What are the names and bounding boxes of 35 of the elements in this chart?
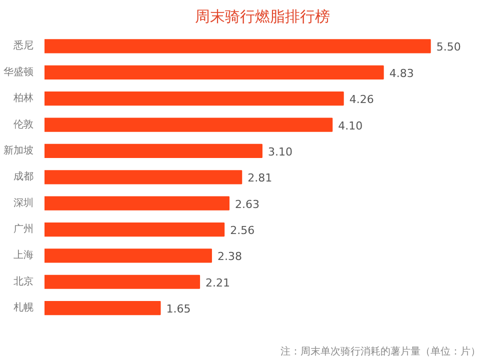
y-tick-label: 伦敦: [14, 118, 34, 130]
bar: [44, 92, 344, 106]
data-label: 2.63: [235, 198, 260, 211]
bar: [44, 222, 225, 237]
bar: [44, 248, 212, 263]
bar: [44, 274, 200, 289]
y-tick-label: 上海: [14, 249, 34, 262]
y-tick-label: 华盛顿: [4, 66, 34, 78]
data-label: 3.10: [268, 145, 292, 158]
y-tick-label: 成都: [14, 170, 34, 183]
bar: [44, 118, 333, 132]
data-label: 2.56: [230, 224, 255, 238]
y-tick-label: 札幌: [14, 302, 34, 314]
y-tick-label: 柏林: [12, 92, 34, 104]
data-label: 2.81: [248, 172, 272, 185]
y-tick-label: 悉尼: [12, 40, 34, 52]
data-label: 4.26: [349, 93, 374, 106]
data-label: 1.65: [166, 302, 191, 316]
y-tick-label: 北京: [14, 275, 34, 288]
y-tick-label: 新加坡: [4, 144, 34, 156]
bar: [44, 39, 431, 54]
data-label: 4.10: [338, 119, 363, 132]
chart-title: 周末骑行燃脂排行榜: [195, 8, 330, 26]
data-label: 5.50: [436, 40, 461, 54]
data-label: 4.83: [389, 66, 414, 80]
y-tick-label: 广州: [14, 223, 34, 236]
bar: [44, 196, 230, 210]
text: 注：周末单次骑行消耗的薯片量（单位：片）: [280, 346, 480, 358]
data-label: 2.21: [206, 276, 230, 290]
bar: [44, 170, 242, 184]
bar: [44, 144, 262, 158]
bar: [44, 65, 384, 80]
bar: [44, 301, 161, 316]
data-label: 2.38: [217, 250, 242, 264]
y-tick-label: 深圳: [14, 196, 34, 209]
